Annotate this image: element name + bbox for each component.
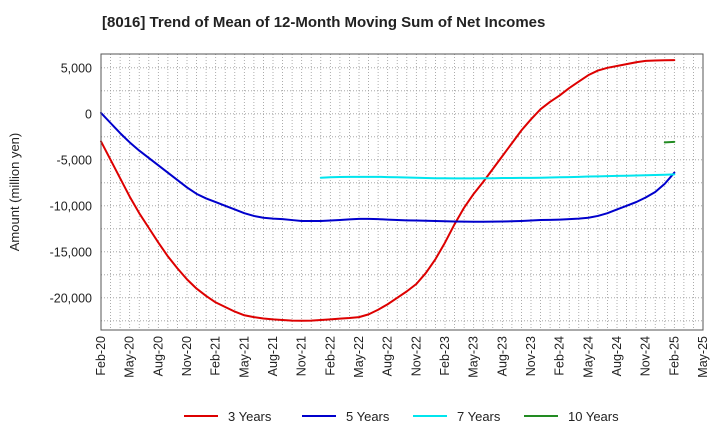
x-tick-label: Feb-24 <box>553 336 567 376</box>
y-tick-label: 0 <box>85 107 92 121</box>
series-line-5-years <box>100 111 676 223</box>
legend-swatch <box>184 415 218 417</box>
y-tick-label: -5,000 <box>57 153 92 167</box>
x-tick-label: Nov-20 <box>180 336 194 376</box>
x-tick-label: Aug-24 <box>610 336 624 376</box>
series-line-3-years <box>100 59 676 322</box>
x-tick-label: Aug-22 <box>381 336 395 376</box>
x-tick-label: Nov-23 <box>524 336 538 376</box>
plot-area <box>101 54 703 330</box>
legend-label: 10 Years <box>568 408 619 424</box>
legend-label: 5 Years <box>346 408 390 424</box>
x-tick-label: May-22 <box>352 336 366 378</box>
plot-border <box>100 53 704 331</box>
series-line-7-years <box>319 173 676 180</box>
x-tick-label: May-21 <box>237 336 251 378</box>
x-tick-label: May-20 <box>123 336 137 378</box>
legend-item: 7 Years <box>413 406 500 426</box>
x-tick-label: Aug-20 <box>151 336 165 376</box>
legend-label: 7 Years <box>457 408 501 424</box>
chart-legend: 3 Years 5 Years 7 Years 10 Years <box>0 406 720 426</box>
y-tick-label: -15,000 <box>50 245 92 259</box>
x-tick-label: Feb-20 <box>94 336 108 376</box>
x-tick-label: May-25 <box>696 336 710 378</box>
y-axis-label: Amount (million yen) <box>7 133 22 252</box>
legend-swatch <box>524 415 558 417</box>
y-tick-label: -20,000 <box>50 291 92 305</box>
x-tick-label: Feb-25 <box>667 336 681 376</box>
x-tick-label: May-24 <box>581 336 595 378</box>
x-tick-label: Feb-22 <box>323 336 337 376</box>
legend-label: 3 Years <box>228 408 272 424</box>
y-tick-label: -10,000 <box>50 199 92 213</box>
x-tick-label: Nov-24 <box>639 336 653 376</box>
legend-item: 5 Years <box>302 406 389 426</box>
x-tick-label: Aug-23 <box>495 336 509 376</box>
x-tick-label: Nov-22 <box>409 336 423 376</box>
x-tick-label: Nov-21 <box>295 336 309 376</box>
legend-item: 10 Years <box>524 406 619 426</box>
chart-title: [8016] Trend of Mean of 12-Month Moving … <box>102 14 546 31</box>
y-tick-label: 5,000 <box>61 61 92 75</box>
x-tick-label: Feb-23 <box>438 336 452 376</box>
legend-swatch <box>302 415 336 417</box>
legend-item: 3 Years <box>184 406 271 426</box>
x-tick-label: Feb-21 <box>209 336 223 376</box>
x-tick-label: Aug-21 <box>266 336 280 376</box>
x-tick-label: May-23 <box>467 336 481 378</box>
legend-swatch <box>413 415 447 417</box>
